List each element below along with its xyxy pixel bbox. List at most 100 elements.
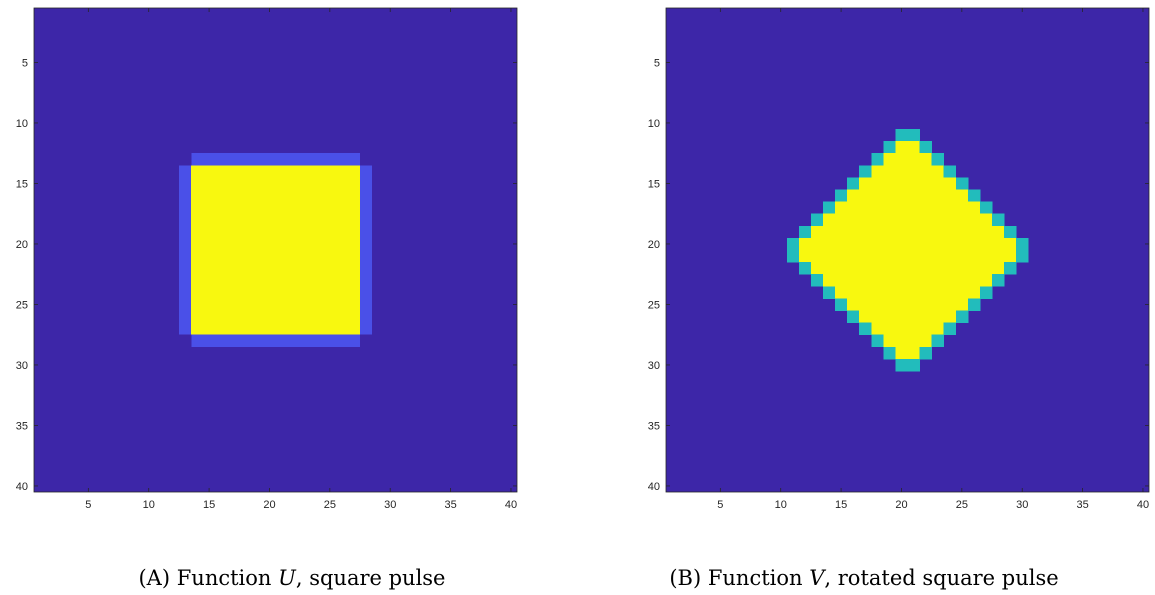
heatmap-cell-fill-29-20 xyxy=(895,346,908,360)
heatmap-cell-edge-23-28 xyxy=(992,274,1005,287)
heatmap-cell-fill-24-21 xyxy=(907,286,920,299)
heatmap-cell-fill-18-15 xyxy=(835,213,848,227)
heatmap-a: 5 10 15 20 25 30 35 40 5 10 15 20 25 30 35 40 xyxy=(16,7,518,511)
heatmap-cell-fill-13-20 xyxy=(895,153,908,166)
heatmap-cell-fill-20-22 xyxy=(919,237,933,251)
heatmap-cell-fill-18-20 xyxy=(895,213,908,227)
heatmap-cell-fill-26-19 xyxy=(883,310,896,323)
heatmap-cell-fill-23-15 xyxy=(835,274,848,287)
heatmap-cell-fill-21-28 xyxy=(992,250,1005,263)
heatmap-cell-fill-25-20 xyxy=(895,298,908,311)
x-tick-label: 35 xyxy=(1076,499,1088,511)
heatmap-cell-fill-15-18 xyxy=(871,177,884,190)
heatmap-cell-fill-13-19 xyxy=(883,153,896,166)
heatmap-cell-fill-19-15 xyxy=(835,225,848,239)
heatmap-cell-fill-22-19 xyxy=(883,262,896,275)
heatmap-cell-fill-12-20 xyxy=(895,141,908,154)
heatmap-cell-fill-18-18 xyxy=(871,213,884,227)
caption-b: (B) Function V, rotated square pulse xyxy=(584,566,1144,590)
heatmap-cell-fill-26-20 xyxy=(895,310,908,323)
heatmap-cell-fill-25-23 xyxy=(931,298,945,311)
y-tick-label: 35 xyxy=(16,420,28,432)
heatmap-cell-fill-16-16 xyxy=(847,189,860,202)
heatmap-cell-edge-20-11 xyxy=(786,237,800,251)
heatmap-cell-fill-13-22 xyxy=(919,153,933,166)
heatmap-cell-fill-19-27 xyxy=(979,225,993,239)
heatmap-cell-background-2 xyxy=(178,334,192,348)
caption-b-symbol: V xyxy=(809,566,825,590)
y-tick-label: 5 xyxy=(22,57,28,69)
caption-b-label: (B) xyxy=(669,566,702,590)
heatmap-cell-edge-28-23 xyxy=(931,334,945,348)
heatmap-cell-fill-20-23 xyxy=(931,237,945,251)
heatmap-cell-fill-21-29 xyxy=(1004,250,1017,263)
heatmap-cell-edge-30-20 xyxy=(895,358,908,372)
axes-box xyxy=(665,7,1150,493)
y-tick-label: 40 xyxy=(16,481,28,493)
heatmap-cell-fill-26-17 xyxy=(859,310,872,323)
caption-a-symbol: U xyxy=(278,566,296,590)
heatmap-cell-fill-26-24 xyxy=(943,310,957,323)
heatmap-cell-fill-26-23 xyxy=(931,310,945,323)
x-tick-label: 30 xyxy=(1016,499,1028,511)
heatmap-cell-fill-15-20 xyxy=(895,177,908,190)
heatmap-cell-fill-18-19 xyxy=(883,213,896,227)
heatmap-cell-fill-20-24 xyxy=(943,237,957,251)
heatmap-cell-fill-23-22 xyxy=(919,274,933,287)
x-tick-label: 10 xyxy=(775,499,787,511)
y-tick-label: 10 xyxy=(648,118,660,130)
heatmap-cell-fill-21-23 xyxy=(931,250,945,263)
heatmap-cell-edge-23-13 xyxy=(810,274,824,287)
heatmap-cell-fill-21-24 xyxy=(943,250,957,263)
heatmap-cell-fill-18-24 xyxy=(943,213,957,227)
heatmap-cell-fill-13-21 xyxy=(907,153,920,166)
heatmap-cell-edge-12-19 xyxy=(883,141,896,154)
heatmap-cell-edge-19-29 xyxy=(1004,225,1017,239)
heatmap-cell-fill-22-13 xyxy=(810,262,824,275)
heatmap-cell-fill-28-20 xyxy=(895,334,908,348)
heatmap-cell-edge-17-27 xyxy=(979,201,993,215)
caption-b-text-before: Function xyxy=(707,566,803,590)
heatmap-cell-fill-19-23 xyxy=(931,225,945,239)
heatmap-cell-edge-12-22 xyxy=(919,141,933,154)
heatmap-cell-fill-25-17 xyxy=(859,298,872,311)
heatmap-cell-fill-22-24 xyxy=(943,262,957,275)
y-tick-label: 20 xyxy=(648,239,660,251)
heatmap-cell-edge-20-30 xyxy=(1016,237,1029,251)
heatmap-cell-fill-16-17 xyxy=(859,189,872,202)
caption-b-text-after: , rotated square pulse xyxy=(824,566,1059,590)
heatmap-cell-edge-21-30 xyxy=(1016,250,1029,263)
heatmap-cell-fill-16-21 xyxy=(907,189,920,202)
heatmap-cell-fill-21-15 xyxy=(835,250,848,263)
heatmap-cell-fill-20-16 xyxy=(847,237,860,251)
heatmap-cell-edge-16-26 xyxy=(967,189,981,202)
heatmap-cell-fill-27-22 xyxy=(919,322,933,336)
heatmap-cell-fill-20-27 xyxy=(979,237,993,251)
heatmap-cell-fill-19-20 xyxy=(895,225,908,239)
heatmap-cell-fill-21-27 xyxy=(979,250,993,263)
x-tick-label: 10 xyxy=(143,499,155,511)
heatmap-cell-edge-25-15 xyxy=(835,298,848,311)
heatmap-cell-fill-23-27 xyxy=(979,274,993,287)
heatmap-cell-edge-14-17 xyxy=(859,165,872,178)
heatmap-cell-fill-23-26 xyxy=(967,274,981,287)
heatmap-cell-fill-26-21 xyxy=(907,310,920,323)
heatmap-cell-fill-17-20 xyxy=(895,201,908,215)
heatmap-cell-fill-21-21 xyxy=(907,250,920,263)
heatmap-cell-edge-19-12 xyxy=(798,225,812,239)
caption-a-text-after: , square pulse xyxy=(295,566,446,590)
heatmap-cell-fill-21-20 xyxy=(895,250,908,263)
heatmap-cell-edge-30-21 xyxy=(907,358,920,372)
heatmap-cell-edge-18-28 xyxy=(992,213,1005,227)
heatmap-cell-edge-22-12 xyxy=(798,262,812,275)
heatmap-cell-fill-17-21 xyxy=(907,201,920,215)
heatmap-cell-edge-13-18 xyxy=(871,153,884,166)
heatmap-cell-fill-25-16 xyxy=(847,298,860,311)
x-tick-label: 40 xyxy=(505,499,517,511)
heatmap-cell-fill-22-20 xyxy=(895,262,908,275)
heatmap-cell-fill-17-24 xyxy=(943,201,957,215)
heatmap-cell-fill-22-23 xyxy=(931,262,945,275)
heatmap-cell-fill-27-23 xyxy=(931,322,945,336)
caption-a: (A) Function U, square pulse xyxy=(12,566,572,590)
heatmap-cell-fill-18-14 xyxy=(822,213,836,227)
